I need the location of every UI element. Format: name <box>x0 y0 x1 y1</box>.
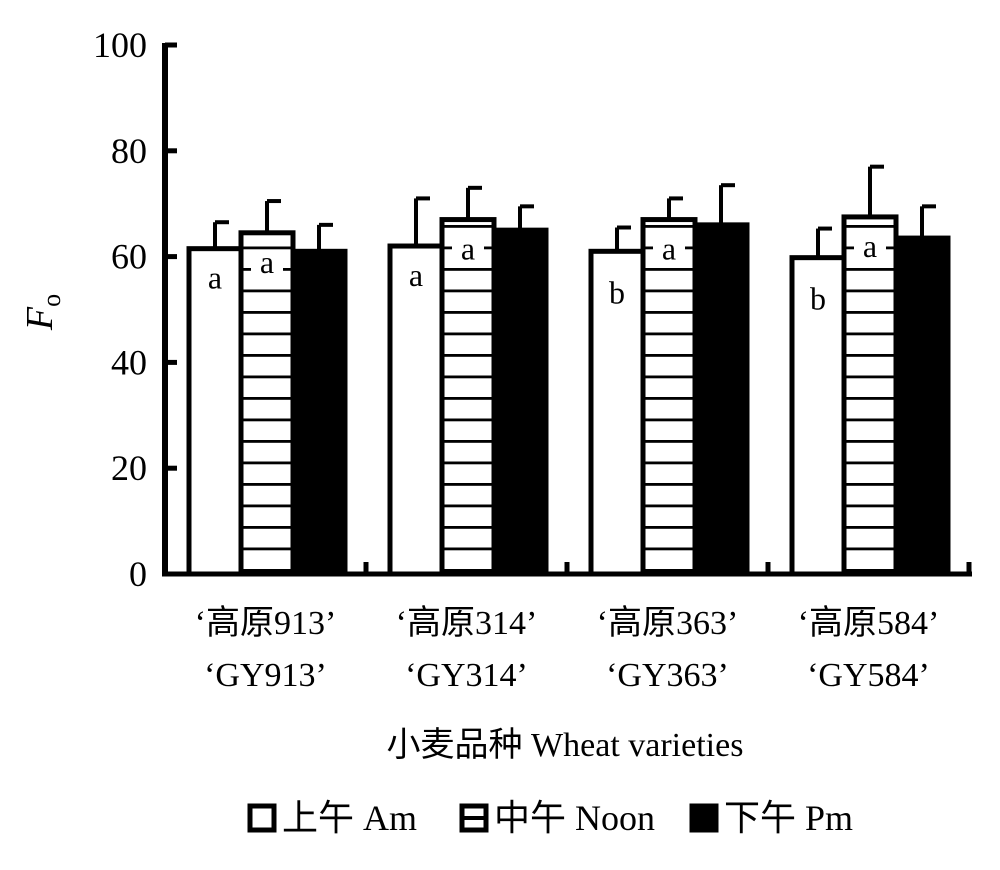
y-axis-title: Fo <box>19 294 66 331</box>
legend-label-2: 下午 Pm <box>724 798 853 838</box>
legend-swatch-0 <box>247 803 277 833</box>
legend: 上午 Am 中午 Noon 下午 Pm <box>247 798 853 838</box>
bar-letter-bg-3-1 <box>854 234 886 261</box>
category-label-en-3: ‘GY584’ <box>807 657 930 694</box>
y-tick-label-5: 100 <box>93 25 147 65</box>
category-label-en-2: ‘GY363’ <box>606 657 729 694</box>
bar-letter-3-2: ab <box>907 249 937 285</box>
bar-letter-bg-0-1 <box>251 250 283 277</box>
bar-letter-3-1: a <box>863 228 877 264</box>
bar-3-1 <box>841 214 899 577</box>
y-tick-label-3: 60 <box>111 237 147 277</box>
y-axis-label: F <box>19 306 61 331</box>
bar-0-2 <box>290 248 348 577</box>
bar-1-2 <box>491 227 549 577</box>
y-tick-label-1: 20 <box>111 448 147 488</box>
bar-letter-0-1: a <box>260 244 274 280</box>
bar-letter-3-0: b <box>810 281 826 317</box>
bar-letter-2-2: a <box>714 236 728 272</box>
bar-letter-1-2: a <box>513 241 527 277</box>
bar-2-2 <box>692 222 750 577</box>
bar-3-0 <box>789 255 847 577</box>
bar-1-1 <box>439 217 497 577</box>
legend-label-0: 上午 Am <box>282 798 417 838</box>
category-label-cn-3: ‘高原584’ <box>798 604 940 642</box>
plot-area: 0 20 40 60 80 100 a a a ‘高原913’ ‘GY913’ a a a ‘高原314’ ‘… <box>93 25 972 694</box>
y-axis-label-subscript: o <box>37 294 66 307</box>
y-tick-label-4: 80 <box>111 131 147 171</box>
bar-3-2 <box>893 235 951 577</box>
bar-letter-1-1: a <box>461 231 475 267</box>
bar-letter-2-1: a <box>662 231 676 267</box>
category-label-cn-2: ‘高原363’ <box>597 604 739 642</box>
bar-0-0 <box>186 246 244 577</box>
category-label-en-1: ‘GY314’ <box>405 657 528 694</box>
bar-letter-bg-2-1 <box>653 237 685 264</box>
category-label-cn-1: ‘高原314’ <box>396 604 538 642</box>
category-label-cn-0: ‘高原913’ <box>195 604 337 642</box>
x-axis-label: 小麦品种 Wheat varieties <box>387 726 744 764</box>
bar-0-1 <box>238 230 296 577</box>
y-tick-label-0: 0 <box>129 554 147 594</box>
bar-letter-0-2: a <box>312 262 326 298</box>
svg-text:Fo: Fo <box>19 294 66 331</box>
bar-1-0 <box>387 243 445 577</box>
bar-letter-bg-1-1 <box>452 237 484 264</box>
bar-2-1 <box>640 217 698 577</box>
bar-letter-2-0: b <box>609 274 625 310</box>
bar-letter-0-0: a <box>208 260 222 296</box>
bar-letter-1-0: a <box>409 257 423 293</box>
category-label-en-0: ‘GY913’ <box>204 657 327 694</box>
legend-swatch-2 <box>689 803 719 833</box>
y-tick-label-2: 40 <box>111 342 147 382</box>
legend-label-1: 中午 Noon <box>494 798 655 838</box>
